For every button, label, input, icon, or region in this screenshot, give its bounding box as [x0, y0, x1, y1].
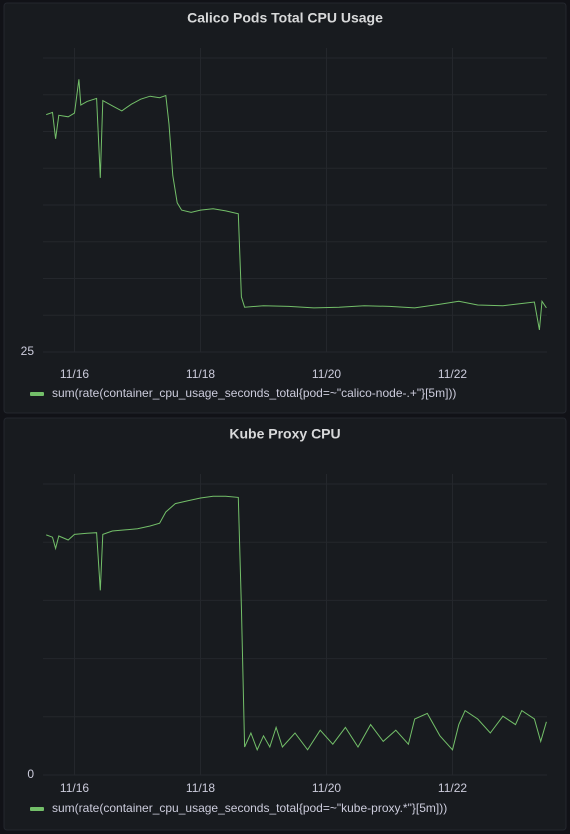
x-tick-label: 11/16 [60, 781, 89, 795]
x-tick-label: 11/18 [186, 781, 215, 795]
panel-title: Calico Pods Total CPU Usage [187, 10, 383, 26]
series-line [46, 495, 547, 752]
x-tick-label: 11/20 [312, 367, 341, 381]
panel [3, 2, 567, 414]
x-tick-label: 11/16 [60, 367, 89, 381]
panel [3, 417, 567, 831]
x-tick-label: 11/20 [312, 781, 341, 795]
legend-label: sum(rate(container_cpu_usage_seconds_tot… [52, 801, 447, 815]
panel-title: Kube Proxy CPU [229, 426, 340, 442]
series-line [46, 79, 547, 330]
x-tick-label: 11/22 [438, 781, 467, 795]
y-tick-label: 25 [21, 344, 35, 358]
x-tick-label: 11/18 [186, 367, 215, 381]
legend-swatch [30, 807, 44, 811]
legend-swatch [30, 392, 44, 396]
x-tick-label: 11/22 [438, 367, 467, 381]
y-tick-label: 0 [27, 767, 34, 781]
legend-label: sum(rate(container_cpu_usage_seconds_tot… [52, 386, 456, 400]
